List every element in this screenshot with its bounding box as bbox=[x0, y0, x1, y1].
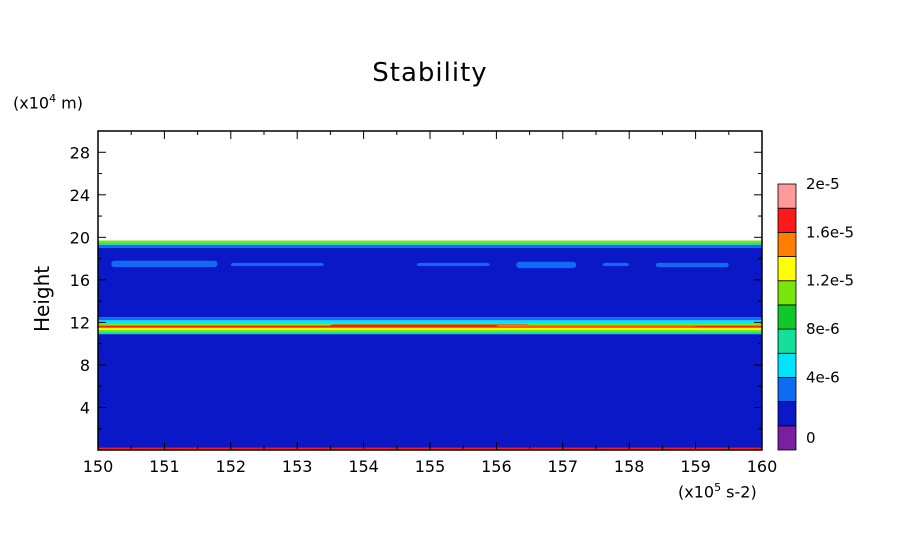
colorbar: 0 4e-6 8e-6 1.2e-5 1.6e-5 2e-5 bbox=[777, 175, 854, 451]
x-tick-label: 158 bbox=[614, 457, 645, 476]
contour-patch bbox=[230, 262, 324, 267]
y-tick-label: 28 bbox=[70, 143, 90, 162]
x-tick-label: 159 bbox=[680, 457, 711, 476]
chart-title: Stability bbox=[372, 58, 488, 88]
colorbar-swatch bbox=[777, 425, 797, 451]
y-tick-label: 16 bbox=[70, 271, 90, 290]
contour-band bbox=[98, 242, 762, 245]
colorbar-label: 8e-6 bbox=[806, 320, 840, 338]
contour-band bbox=[98, 331, 762, 335]
x-tick-label: 151 bbox=[149, 457, 180, 476]
contour-patch bbox=[516, 261, 577, 269]
colorbar-swatch bbox=[777, 352, 797, 378]
contour-band bbox=[98, 247, 762, 318]
x-tick-label: 156 bbox=[481, 457, 512, 476]
x-tick-label: 160 bbox=[747, 457, 778, 476]
colorbar-label: 1.6e-5 bbox=[806, 223, 854, 241]
x-tick-label: 157 bbox=[548, 457, 579, 476]
y-tick-label: 12 bbox=[70, 313, 90, 332]
y-tick-label: 4 bbox=[80, 398, 90, 417]
x-tick-label: 155 bbox=[415, 457, 446, 476]
contour-band bbox=[98, 240, 762, 243]
contour-band bbox=[98, 317, 762, 321]
colorbar-swatch bbox=[777, 280, 797, 306]
x-axis: 150 151 152 153 154 155 156 157 158 159 160 bbox=[83, 131, 778, 476]
x-tick-label: 154 bbox=[348, 457, 379, 476]
colorbar-label: 2e-5 bbox=[806, 175, 840, 193]
contour-patch bbox=[111, 260, 218, 268]
y-axis: 4 8 12 16 20 24 28 bbox=[70, 143, 762, 430]
contour-band bbox=[98, 329, 762, 332]
colorbar-swatch bbox=[777, 377, 797, 403]
colorbar-label: 0 bbox=[806, 429, 816, 447]
contour-patch bbox=[330, 324, 530, 327]
contour-patch bbox=[602, 262, 630, 267]
colorbar-swatch bbox=[777, 207, 797, 233]
heatmap-area bbox=[98, 240, 762, 450]
x-tick-label: 152 bbox=[216, 457, 247, 476]
colorbar-swatch bbox=[777, 328, 797, 354]
x-tick-label: 150 bbox=[83, 457, 114, 476]
contour-band bbox=[98, 320, 762, 324]
y-tick-label: 8 bbox=[80, 356, 90, 375]
colorbar-swatch bbox=[777, 256, 797, 282]
contour-patch bbox=[496, 325, 696, 327]
contour-band bbox=[98, 327, 762, 330]
colorbar-label: 1.2e-5 bbox=[806, 272, 854, 290]
x-tick-label: 153 bbox=[282, 457, 313, 476]
contour-patch bbox=[416, 262, 490, 267]
colorbar-swatch bbox=[777, 304, 797, 330]
y-tick-label: 20 bbox=[70, 228, 90, 247]
x-axis-units: (x105 s-2) bbox=[678, 481, 757, 502]
contour-band bbox=[98, 244, 762, 248]
colorbar-swatch bbox=[777, 231, 797, 257]
colorbar-swatch bbox=[777, 401, 797, 427]
y-tick-label: 24 bbox=[70, 186, 90, 205]
contour-patch bbox=[655, 262, 729, 268]
contour-band bbox=[98, 334, 762, 448]
colorbar-swatch bbox=[777, 183, 797, 209]
colorbar-label: 4e-6 bbox=[806, 368, 840, 386]
y-axis-units: (x104 m) bbox=[13, 92, 83, 113]
